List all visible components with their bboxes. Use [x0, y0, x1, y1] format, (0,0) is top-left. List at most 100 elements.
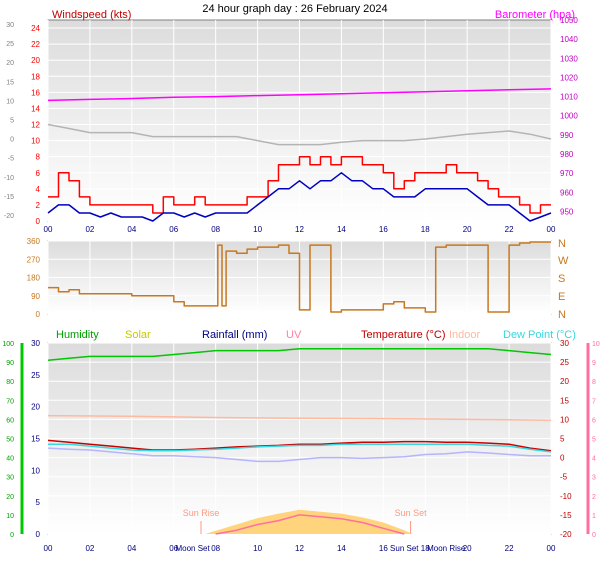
- series-barometer: [47, 88, 552, 102]
- barometer-axis-tick-label: 980: [560, 150, 574, 159]
- humidity-axis-tick-label: 50: [6, 437, 14, 444]
- direction-axis-tick-label: 90: [31, 292, 40, 301]
- legend-item: Humidity: [56, 329, 99, 341]
- outer-temp-axis-tick-label: -10: [4, 175, 14, 182]
- panel1-xtick-label: 14: [337, 225, 346, 234]
- x-event-label: Sun Set: [390, 544, 419, 553]
- temperature-axis-tick-label: 5: [560, 435, 565, 444]
- panel3-xtick-label: 18: [421, 544, 430, 553]
- rainfall-axis-tick-label: 30: [31, 339, 40, 348]
- panel3-xtick-label: 22: [505, 544, 514, 553]
- humidity-axis-tick-label: 30: [6, 475, 14, 482]
- uv-axis-tick-label: 9: [592, 360, 596, 367]
- series-uv: [215, 514, 405, 535]
- wind-speed-axis-tick-label: 24: [31, 24, 40, 33]
- barometer-axis-tick-label: 1050: [560, 16, 578, 25]
- humidity-axis-tick-label: 70: [6, 398, 14, 405]
- humidity-axis-tick-label: 10: [6, 513, 14, 520]
- panel3-xtick-label: 04: [127, 544, 136, 553]
- series-humidity: [47, 347, 552, 361]
- outer-temp-axis-tick-label: 5: [10, 118, 14, 125]
- panel3-xtick-label: 00: [547, 544, 556, 553]
- panel1-xtick-label: 10: [253, 225, 262, 234]
- legend-item: Dew Point (°C): [503, 329, 576, 341]
- panel3-xtick-label: 02: [85, 544, 94, 553]
- wind-speed-axis-tick-label: 16: [31, 88, 40, 97]
- direction-axis-tick-label: 0: [36, 310, 41, 319]
- compass-label: W: [558, 255, 569, 267]
- rainfall-axis-tick-label: 5: [36, 498, 41, 507]
- uv-axis-tick-label: 0: [592, 532, 596, 539]
- rainfall-axis-tick-label: 25: [31, 371, 40, 380]
- series-dewpoint: [48, 443, 552, 453]
- wind-speed-axis-tick-label: 22: [31, 40, 40, 49]
- series-gust: [48, 155, 551, 214]
- panel1-xtick-label: 12: [295, 225, 304, 234]
- legend-item: Temperature (°C): [361, 329, 445, 341]
- outer-temp-axis-tick-label: 25: [6, 41, 14, 48]
- outer-temp-axis-tick-label: 20: [6, 60, 14, 67]
- x-event-label: Moon Set: [175, 544, 210, 553]
- chart-title: 24 hour graph day : 26 February 2024: [202, 3, 387, 15]
- temperature-axis-tick-label: 0: [560, 454, 565, 463]
- series-temperature: [47, 439, 552, 452]
- temperature-axis-tick-label: 15: [560, 396, 569, 405]
- panel1-xtick-label: 20: [463, 225, 472, 234]
- compass-label: N: [558, 238, 566, 250]
- marker-label: Sun Rise: [183, 508, 220, 518]
- outer-temp-axis-tick-label: 10: [6, 98, 14, 105]
- outer-temp-axis-tick-label: 30: [6, 22, 14, 29]
- outer-temp-axis-tick-label: -15: [4, 194, 14, 201]
- wind-speed-axis-tick-label: 4: [36, 185, 41, 194]
- x-event-label: Moon Rise: [427, 544, 466, 553]
- humidity-axis-tick-label: 80: [6, 379, 14, 386]
- legend-item: UV: [286, 329, 302, 341]
- uv-axis-tick-label: 6: [592, 417, 596, 424]
- barometer-axis-tick-label: 1010: [560, 93, 578, 102]
- barometer-axis-tick-label: 1040: [560, 35, 578, 44]
- temperature-axis-tick-label: -10: [560, 492, 572, 501]
- marker-label: Sun Set: [395, 508, 428, 518]
- compass-label: E: [558, 291, 565, 303]
- wind-speed-axis-tick-label: 12: [31, 121, 40, 130]
- barometer-axis-tick-label: 1030: [560, 54, 578, 63]
- panel1-xtick-label: 22: [505, 225, 514, 234]
- compass-label: N: [558, 309, 566, 321]
- panel3-xtick-label: 08: [211, 544, 220, 553]
- wind-speed-axis-tick-label: 2: [36, 201, 41, 210]
- direction-axis-tick-label: 360: [27, 237, 41, 246]
- barometer-axis-tick-label: 970: [560, 169, 574, 178]
- uv-axis-tick-label: 10: [592, 341, 600, 348]
- panel1-xtick-label: 00: [547, 225, 556, 234]
- barometer-axis-tick-label: 1020: [560, 73, 578, 82]
- rainfall-axis-tick-label: 15: [31, 435, 40, 444]
- direction-axis-tick-label: 180: [27, 274, 41, 283]
- wind-speed-axis-tick-label: 18: [31, 72, 40, 81]
- uv-axis-tick-label: 2: [592, 494, 596, 501]
- panel1-xtick-label: 04: [127, 225, 136, 234]
- series-speed: [47, 172, 552, 222]
- windspeed-axis-label: Windspeed (kts): [52, 9, 131, 21]
- uv-axis-tick-label: 3: [592, 475, 596, 482]
- rainfall-axis-tick-label: 0: [36, 530, 41, 539]
- barometer-axis-tick-label: 1000: [560, 112, 578, 121]
- wind-speed-axis-tick-label: 14: [31, 104, 40, 113]
- humidity-axis-tick-label: 100: [2, 341, 14, 348]
- wind-speed-axis-tick-label: 8: [36, 153, 41, 162]
- panel1-xtick-label: 08: [211, 225, 220, 234]
- legend-item: Indoor: [449, 329, 481, 341]
- temperature-axis-tick-label: 30: [560, 339, 569, 348]
- wind-speed-axis-tick-label: 0: [36, 217, 41, 226]
- series-outdoor-temp-ghost: [47, 123, 552, 146]
- panel3-xtick-label: 12: [295, 544, 304, 553]
- humidity-axis-tick-label: 40: [6, 456, 14, 463]
- wind-speed-axis-tick-label: 20: [31, 56, 40, 65]
- compass-label: S: [558, 273, 565, 285]
- humidity-axis-tick-label: 60: [6, 417, 14, 424]
- uv-axis-tick-label: 7: [592, 398, 596, 405]
- legend-item: Solar: [125, 329, 151, 341]
- temperature-axis-tick-label: 25: [560, 358, 569, 367]
- legend-item: Rainfall (mm): [202, 329, 267, 341]
